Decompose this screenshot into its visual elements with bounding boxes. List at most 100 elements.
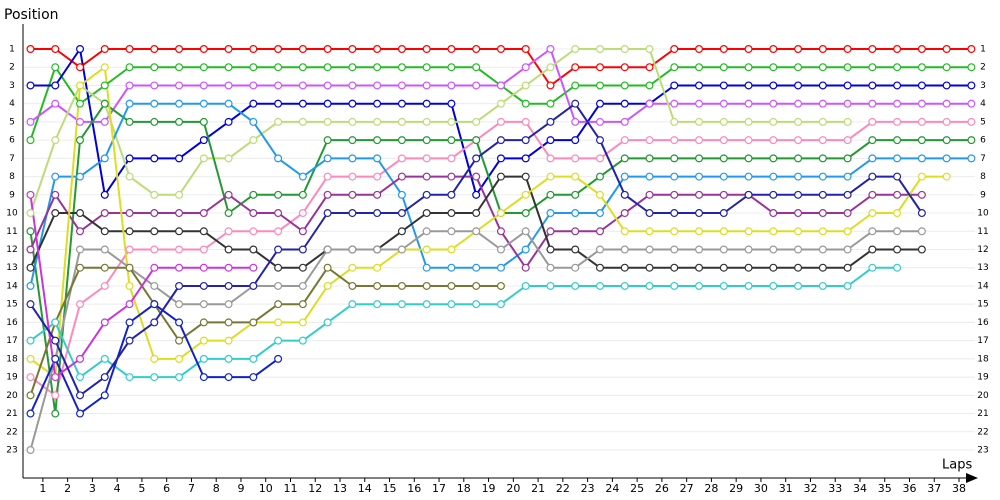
lap-point [893,99,902,108]
lap-point [769,227,778,236]
lap-point [546,245,555,254]
lap-point [645,245,654,254]
lap-point [571,245,580,254]
lap-point [175,281,184,290]
lap-point [496,136,505,145]
lap-point [274,209,283,218]
lap-point [670,44,679,53]
lap-point [447,227,456,236]
lap-point [496,300,505,309]
lap-point [843,81,852,90]
x-tick-label: 32 [803,482,817,495]
lap-point [917,227,926,236]
lap-point [942,136,951,145]
lap-point [125,154,134,163]
lap-point [917,81,926,90]
lap-point [521,154,530,163]
y-tick-label: 6 [9,136,15,146]
x-tick-label: 21 [531,482,545,495]
lap-point [175,154,184,163]
lap-point [744,81,753,90]
x-tick-label: 19 [482,482,496,495]
lap-point [422,263,431,272]
x-tick-label: 18 [457,482,471,495]
lap-point [274,263,283,272]
lap-point [447,245,456,254]
lap-point [843,99,852,108]
lap-point [373,190,382,199]
x-tick-label: 4 [114,482,121,495]
x-tick-label: 24 [605,482,619,495]
x-tick-label: 26 [655,482,669,495]
lap-point [175,117,184,126]
lap-point [199,336,208,345]
lap-point [967,63,976,72]
lap-point [224,300,233,309]
lap-point [422,99,431,108]
lap-point [496,245,505,254]
lap-point [298,336,307,345]
lap-point [521,117,530,126]
lap-point [472,63,481,72]
lap-point [224,263,233,272]
lap-point [571,154,580,163]
lap-point [769,99,778,108]
lap-point [274,190,283,199]
lap-point [76,63,85,72]
lap-point [496,209,505,218]
lap-point [175,99,184,108]
lap-point [397,117,406,126]
lap-point [521,136,530,145]
lap-point [695,99,704,108]
lap-point [942,63,951,72]
lap-point [571,209,580,218]
lap-point [26,300,35,309]
lap-point [323,318,332,327]
lap-point [348,154,357,163]
lap-point [571,99,580,108]
lap-point [175,190,184,199]
lap-point [893,245,902,254]
lap-point [942,99,951,108]
lap-point [274,245,283,254]
lap-point [249,81,258,90]
lap-point [397,81,406,90]
y-tick-label-right: 15 [977,300,988,310]
y-tick-label: 14 [6,281,18,291]
lap-point [744,281,753,290]
lap-point [125,300,134,309]
lap-point [645,281,654,290]
lap-point [397,190,406,199]
lap-point [868,99,877,108]
lap-point [818,136,827,145]
lap-point [348,81,357,90]
lap-point [893,227,902,236]
lap-point [670,99,679,108]
lap-point [125,209,134,218]
x-tick-label: 25 [630,482,644,495]
lap-point [26,391,35,400]
lap-point [26,117,35,126]
lap-point [521,81,530,90]
lap-point [422,117,431,126]
lap-point [397,245,406,254]
lap-point [818,172,827,181]
lap-point [397,300,406,309]
lap-point [942,154,951,163]
lap-point [274,300,283,309]
x-tick-label: 35 [878,482,892,495]
lap-point [323,172,332,181]
x-tick-label: 11 [283,482,297,495]
lap-point [917,99,926,108]
lap-point [595,245,604,254]
lap-point [76,373,85,382]
lap-point [274,154,283,163]
lap-point [199,227,208,236]
lap-point [595,154,604,163]
lap-point [125,227,134,236]
lap-point [620,263,629,272]
lap-point [298,190,307,199]
lap-point [595,281,604,290]
lap-point [719,245,728,254]
lap-point [472,263,481,272]
